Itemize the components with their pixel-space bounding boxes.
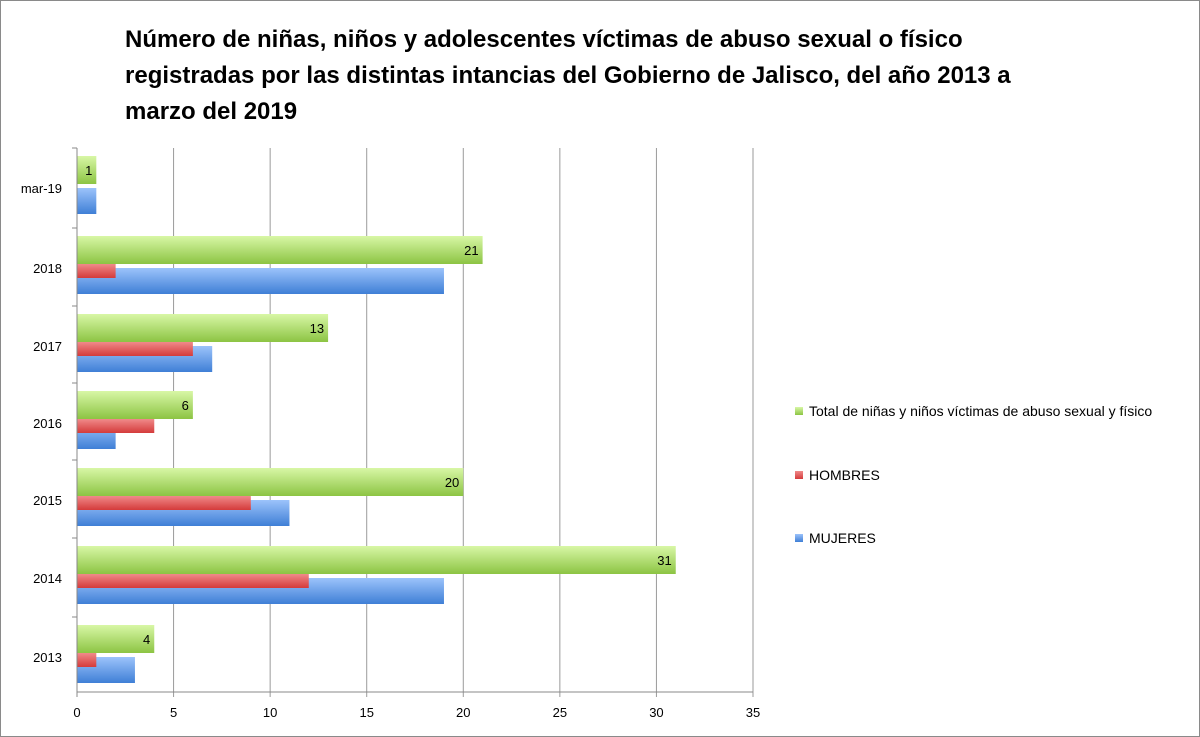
bar-mujeres xyxy=(77,268,444,294)
x-tick-label: 35 xyxy=(746,705,760,720)
bar-hombres xyxy=(77,264,116,278)
x-tick-label: 20 xyxy=(456,705,470,720)
x-tick-label: 30 xyxy=(649,705,663,720)
y-tick-label: 2018 xyxy=(33,261,62,276)
bar-total xyxy=(77,546,676,574)
bar-total xyxy=(77,156,97,184)
legend-label: Total de niñas y niños víctimas de abuso… xyxy=(809,403,1153,419)
bar-hombres xyxy=(77,419,155,433)
chart-title: Número de niñas, niños y adolescentes ví… xyxy=(125,26,1011,125)
legend-swatch xyxy=(795,471,803,479)
bar-mujeres xyxy=(77,188,97,214)
bar-hombres xyxy=(77,653,97,667)
x-tick-label: 5 xyxy=(170,705,177,720)
y-tick-label: 2016 xyxy=(33,416,62,431)
bar-total xyxy=(77,468,464,496)
bar-hombres xyxy=(77,496,251,510)
data-label-total: 20 xyxy=(445,475,459,490)
legend-item: MUJERES xyxy=(795,530,876,546)
legend-label: HOMBRES xyxy=(809,467,880,483)
x-tick-label: 15 xyxy=(359,705,373,720)
y-tick-label: 2014 xyxy=(33,571,62,586)
bar-hombres xyxy=(77,342,193,356)
data-label-total: 6 xyxy=(182,398,189,413)
data-label-total: 1 xyxy=(85,163,92,178)
legend-swatch xyxy=(795,534,803,542)
y-tick-label: 2013 xyxy=(33,650,62,665)
data-label-total: 31 xyxy=(657,553,671,568)
legend-label: MUJERES xyxy=(809,530,876,546)
y-tick-label: 2017 xyxy=(33,339,62,354)
y-tick-label: mar-19 xyxy=(21,181,62,196)
data-label-total: 21 xyxy=(464,243,478,258)
bar-total xyxy=(77,625,155,653)
x-tick-label: 0 xyxy=(73,705,80,720)
x-tick-label: 10 xyxy=(263,705,277,720)
bar-total xyxy=(77,314,329,342)
y-tick-label: 2015 xyxy=(33,493,62,508)
legend-swatch xyxy=(795,407,803,415)
data-label-total: 4 xyxy=(143,632,150,647)
legend-item: HOMBRES xyxy=(795,467,880,483)
legend-item: Total de niñas y niños víctimas de abuso… xyxy=(795,403,1152,419)
bar-total xyxy=(77,236,483,264)
bar-hombres xyxy=(77,574,309,588)
x-tick-label: 25 xyxy=(553,705,567,720)
data-label-total: 13 xyxy=(310,321,324,336)
bar-total xyxy=(77,391,193,419)
